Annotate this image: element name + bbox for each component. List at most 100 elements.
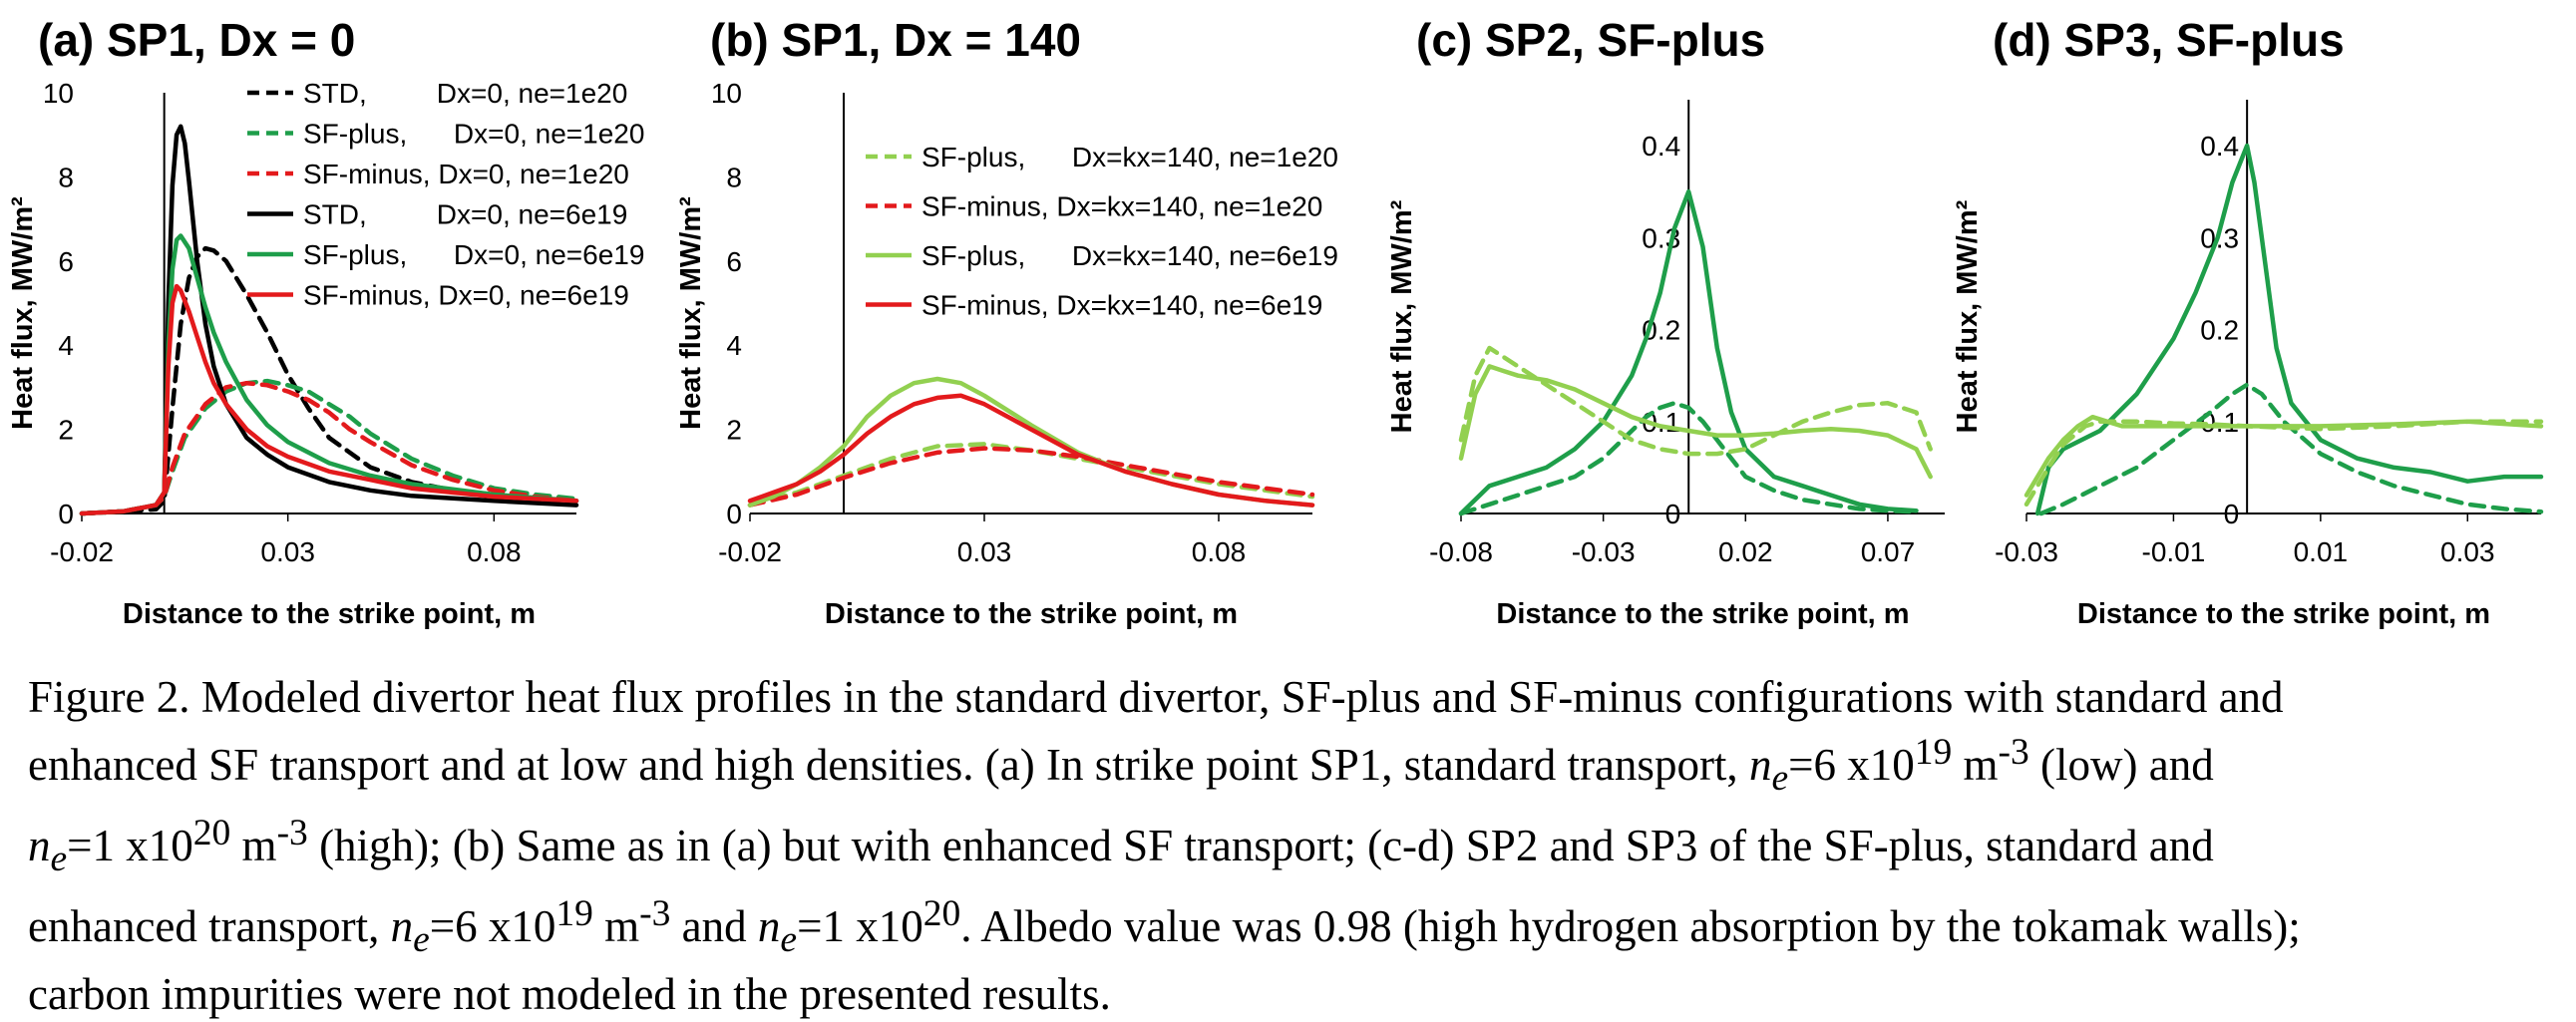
series-line-6: [79, 283, 579, 516]
panel-title: (b) SP1, Dx = 140: [710, 14, 1081, 66]
y-axis-label: Heat flux, MW/m²: [675, 196, 707, 430]
legend-entry: SF-plus, Dx=0, ne=1e20: [303, 119, 644, 150]
panel-c: (c) SP2, SF-plus-0.08 -0.03 0.02 0.0700.10.…: [1386, 14, 1945, 630]
panel-title: (c) SP2, SF-plus: [1416, 14, 1765, 66]
y-tick-label: 8: [726, 162, 742, 192]
low-word: (low) and: [2028, 740, 2214, 790]
ne-subscript: e: [780, 919, 798, 960]
x-tick-label: 0.01: [2294, 536, 2349, 567]
legend-entry: SF-minus, Dx=0, ne=1e20: [303, 159, 629, 189]
series-line-2: [747, 446, 1315, 508]
ne-low-value: =6 x10: [429, 901, 556, 951]
caption-line-4-end: . Albedo value was 0.98 (high hydrogen a…: [960, 901, 2301, 951]
x-tick-label: 0.03: [260, 536, 315, 567]
exp-minus3: -3: [1998, 732, 2029, 773]
x-tick-label: 0.08: [467, 536, 522, 567]
series-line-4: [1458, 345, 1933, 457]
x-axis-label: Distance to the strike point, m: [123, 598, 536, 630]
caption-line-4: enhanced transport,: [28, 901, 391, 951]
series-line-3: [1458, 364, 1933, 480]
legend: STD, Dx=0, ne=1e20 SF-plus, Dx=0, ne=1e20…: [247, 78, 644, 311]
x-tick-label: -0.03: [1995, 536, 2058, 567]
y-tick-label: 0: [726, 499, 742, 529]
legend-entry: SF-minus, Dx=kx=140, ne=6e19: [921, 290, 1322, 321]
x-axis-label: Distance to the strike point, m: [825, 598, 1238, 630]
y-tick-label: 10: [43, 78, 74, 109]
ne-symbol: n: [1748, 740, 1772, 790]
y-tick-label: 8: [58, 162, 74, 192]
exp-minus3: -3: [639, 893, 671, 934]
y-axis-label: Heat flux, MW/m²: [1952, 199, 1984, 433]
figure-caption: Figure 2. Modeled divertor heat flux pro…: [28, 670, 2551, 1022]
ne-symbol: n: [28, 821, 51, 870]
legend-entry: SF-plus, Dx=kx=140, ne=1e20: [921, 142, 1338, 172]
legend-entry: SF-plus, Dx=0, ne=6e19: [303, 239, 644, 270]
legend: SF-plus, Dx=kx=140, ne=1e20 SF-minus, Dx=…: [866, 142, 1338, 321]
exp-20: 20: [922, 893, 961, 934]
y-tick-label: 0: [1665, 499, 1681, 529]
x-tick-label: -0.03: [1572, 536, 1636, 567]
ne-symbol: n: [757, 901, 781, 951]
y-tick-label: 2: [58, 415, 74, 446]
series-line-1: [2034, 143, 2544, 516]
y-tick-label: 0.4: [2200, 131, 2239, 162]
y-tick-label: 4: [726, 330, 742, 361]
y-tick-label: 0.2: [2200, 315, 2239, 346]
x-tick-label: 0.03: [2440, 536, 2495, 567]
exp-20: 20: [192, 813, 231, 853]
exp-minus3: -3: [276, 813, 308, 853]
legend-entry: STD, Dx=0, ne=1e20: [303, 78, 627, 109]
unit-m: m: [1952, 740, 1999, 790]
panel-title: (d) SP3, SF-plus: [1993, 14, 2345, 66]
x-tick-label: -0.01: [2142, 536, 2206, 567]
legend-entry: STD, Dx=0, ne=6e19: [303, 199, 627, 230]
y-tick-label: 2: [726, 415, 742, 446]
figure-2-panels: (a) SP1, Dx = 0 -0.02 0.03 0.08 0 2 4 6 8 10 Dista…: [7, 14, 2544, 630]
panel-b: (b) SP1, Dx = 140 -0.02 0.03 0.08 0 2 4 6 8 10 Dis…: [675, 14, 1338, 630]
caption-line-2: enhanced SF transport and at low and hig…: [28, 740, 1749, 790]
panel-d: (d) SP3, SF-plus-0.03 -0.01 0.01 0.0300.10.…: [1952, 14, 2544, 630]
ne-subscript: e: [1771, 758, 1789, 799]
x-tick-label: -0.02: [50, 536, 114, 567]
x-tick-label: 0.07: [1861, 536, 1916, 567]
ne-symbol: n: [390, 901, 414, 951]
unit-m: m: [230, 821, 277, 870]
series-line-4: [2024, 419, 2544, 508]
unit-m: m: [592, 901, 640, 951]
y-tick-label: 10: [711, 78, 742, 109]
legend-entry: SF-minus, Dx=0, ne=6e19: [303, 280, 629, 311]
series-line-3: [2024, 414, 2544, 498]
caption-line-5: carbon impurities were not modeled in th…: [28, 969, 1111, 1019]
ne-subscript: e: [413, 919, 430, 960]
and-word: and: [670, 901, 758, 951]
series-line-2: [1458, 401, 1919, 516]
exp-19: 19: [1914, 732, 1953, 773]
legend-entry: SF-plus, Dx=kx=140, ne=6e19: [921, 240, 1338, 271]
y-axis-label: Heat flux, MW/m²: [7, 196, 39, 430]
ne-subscript: e: [50, 839, 68, 879]
exp-19: 19: [555, 893, 593, 934]
series-line-4: [747, 393, 1315, 508]
x-tick-label: 0.02: [1718, 536, 1773, 567]
ne-high-value: =1 x10: [797, 901, 923, 951]
caption-line-3: (high); (b) Same as in (a) but with enha…: [307, 821, 2214, 870]
y-tick-label: 6: [726, 246, 742, 277]
ne-high-value: =1 x10: [67, 821, 193, 870]
caption-line-1: Figure 2. Modeled divertor heat flux pro…: [28, 672, 2284, 722]
y-tick-label: 6: [58, 246, 74, 277]
y-tick-label: 0: [58, 499, 74, 529]
x-tick-label: -0.08: [1429, 536, 1493, 567]
x-tick-label: -0.02: [718, 536, 782, 567]
series-line-2: [2038, 382, 2544, 516]
y-tick-label: 4: [58, 330, 74, 361]
x-tick-label: 0.08: [1192, 536, 1247, 567]
x-axis-label: Distance to the strike point, m: [1496, 598, 1909, 630]
y-axis-label: Heat flux, MW/m²: [1386, 199, 1418, 433]
ne-low-value: =6 x10: [1788, 740, 1915, 790]
panel-title: (a) SP1, Dx = 0: [38, 14, 355, 66]
x-tick-label: 0.03: [957, 536, 1012, 567]
legend-entry: SF-minus, Dx=kx=140, ne=1e20: [921, 191, 1322, 222]
panel-a: (a) SP1, Dx = 0 -0.02 0.03 0.08 0 2 4 6 8 10 Dista…: [7, 14, 644, 630]
y-tick-label: 0: [2224, 499, 2240, 529]
x-axis-label: Distance to the strike point, m: [2077, 598, 2490, 630]
